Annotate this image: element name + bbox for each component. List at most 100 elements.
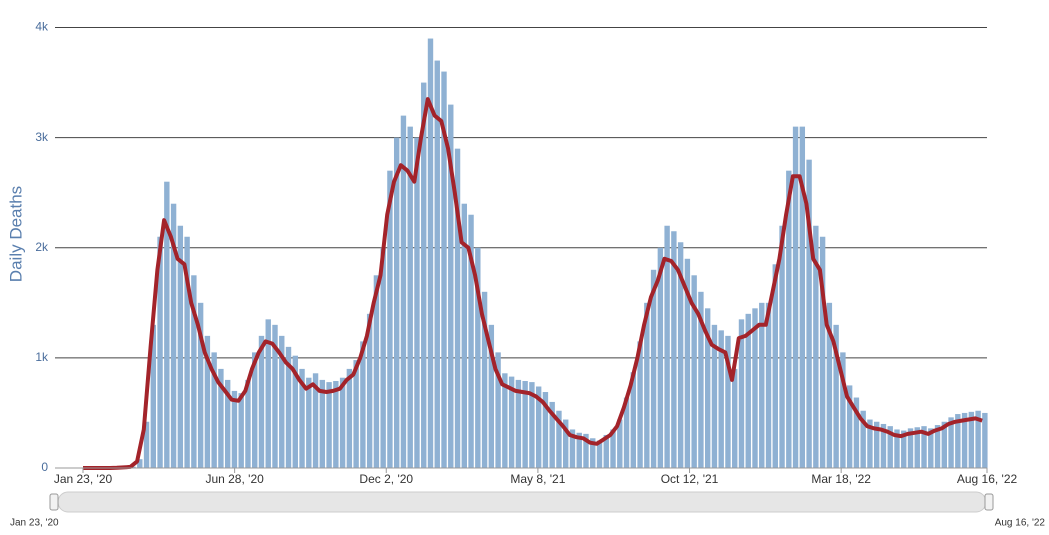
bar xyxy=(549,401,555,468)
bar xyxy=(130,466,136,468)
bar xyxy=(502,373,508,468)
bar xyxy=(955,414,961,468)
bar xyxy=(826,302,833,468)
navigator-label: Jan 23, '20 xyxy=(10,518,59,529)
x-tick-label: Jun 28, '20 xyxy=(205,472,264,486)
x-tick-label: Dec 2, '20 xyxy=(359,472,413,486)
bar xyxy=(468,214,474,468)
bar xyxy=(529,382,535,468)
bar xyxy=(556,410,562,468)
bar xyxy=(603,434,609,468)
bar xyxy=(366,313,373,468)
bar xyxy=(928,428,934,468)
bar xyxy=(583,433,589,468)
bar xyxy=(164,181,170,468)
bar xyxy=(441,71,447,468)
bar xyxy=(535,386,542,468)
bar xyxy=(170,203,177,468)
bar xyxy=(691,275,697,468)
bar xyxy=(137,459,143,468)
bar xyxy=(617,419,623,468)
bar xyxy=(792,126,799,469)
bar xyxy=(400,115,407,468)
bar xyxy=(312,373,319,468)
bar xyxy=(860,410,866,468)
bar xyxy=(684,258,691,468)
bar xyxy=(265,319,271,468)
bar xyxy=(569,429,576,468)
bar xyxy=(982,412,988,468)
bar xyxy=(177,225,184,468)
bar xyxy=(279,335,285,468)
bar xyxy=(414,137,420,468)
bar xyxy=(840,352,846,468)
bar xyxy=(941,421,948,468)
x-tick-label: Jan 23, '20 xyxy=(54,472,113,486)
bar xyxy=(704,308,711,468)
bar xyxy=(718,330,724,468)
bar xyxy=(975,410,981,468)
bar xyxy=(610,429,616,468)
bar xyxy=(448,104,454,469)
bar xyxy=(272,324,278,468)
bar xyxy=(833,324,839,468)
bar xyxy=(907,428,914,468)
bar xyxy=(407,126,413,469)
bar xyxy=(380,247,386,468)
bar xyxy=(184,236,190,468)
bar xyxy=(799,126,806,469)
bar xyxy=(880,423,887,468)
bar xyxy=(765,302,772,468)
bar xyxy=(745,313,751,468)
bar xyxy=(921,426,927,468)
bar xyxy=(590,438,596,468)
y-axis-label: Daily Deaths xyxy=(6,186,25,282)
y-tick-label: 2k xyxy=(35,240,49,254)
bar xyxy=(211,352,217,468)
bar xyxy=(806,159,812,468)
bar xyxy=(657,247,664,468)
bar xyxy=(346,368,353,468)
bar xyxy=(894,429,900,468)
x-tick-label: Oct 12, '21 xyxy=(661,472,719,486)
bar xyxy=(515,379,522,468)
bar xyxy=(393,137,400,468)
y-tick-label: 1k xyxy=(35,350,49,364)
bar xyxy=(948,417,954,468)
bar xyxy=(576,432,582,468)
navigator-label: Aug 16, '22 xyxy=(995,518,1046,529)
x-tick-label: Mar 18, '22 xyxy=(811,472,871,486)
bar xyxy=(813,225,819,468)
navigator[interactable] xyxy=(57,491,987,513)
bar xyxy=(461,203,467,468)
bar xyxy=(887,426,893,468)
bar xyxy=(326,382,332,468)
bar xyxy=(853,397,860,468)
bar xyxy=(481,291,488,468)
bar xyxy=(522,381,528,468)
navigator-handle[interactable] xyxy=(984,493,994,511)
bar xyxy=(732,368,738,468)
bar xyxy=(353,360,359,468)
bar xyxy=(339,377,346,468)
bar xyxy=(427,38,434,469)
y-tick-label: 3k xyxy=(35,130,49,144)
bar xyxy=(333,381,339,468)
bar xyxy=(623,397,630,468)
bar xyxy=(150,324,157,468)
bar xyxy=(421,82,427,469)
bar xyxy=(867,419,873,468)
bar xyxy=(434,60,440,469)
bar xyxy=(961,412,968,468)
bar xyxy=(671,231,677,468)
bar xyxy=(630,372,637,468)
bar xyxy=(846,385,853,468)
bar xyxy=(360,341,366,468)
line xyxy=(83,97,983,470)
navigator-handle[interactable] xyxy=(49,493,59,511)
bar xyxy=(698,291,704,468)
bar xyxy=(637,341,643,468)
bar xyxy=(596,440,603,468)
bar xyxy=(218,368,224,468)
